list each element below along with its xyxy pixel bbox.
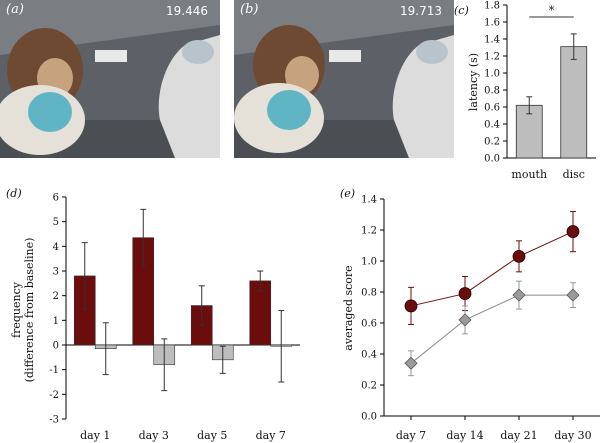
d-ytick-label: 5 xyxy=(53,217,59,228)
c-ytick-label: 0.2 xyxy=(484,137,500,148)
e-ytick-label: 0.8 xyxy=(361,288,377,299)
e-point-diamond xyxy=(566,288,580,302)
d-xtick-label: day 5 xyxy=(197,429,227,442)
d-ytick-label: 1 xyxy=(53,316,59,327)
c-xtick-label: mouth xyxy=(511,168,547,181)
c-ytick-label: 1.6 xyxy=(484,18,500,29)
e-ytick-label: 0.2 xyxy=(361,381,377,392)
photo-a-image xyxy=(0,0,220,158)
photo-panel-a: (a) 19.446 xyxy=(0,0,220,158)
chart-c: (c) latency (s) 0.0 0.2 0.4 0.6 0.8 1.0 1.2 1.4… xyxy=(454,1,596,181)
c-bar-disc xyxy=(560,46,588,159)
e-point-circle xyxy=(458,287,472,300)
ylabel-c: latency (s) xyxy=(467,53,480,111)
e-ytick-label: 0.0 xyxy=(361,412,377,423)
photo-b-image xyxy=(234,0,454,158)
e-point-circle xyxy=(404,299,418,313)
e-point-diamond xyxy=(404,356,418,370)
photo-a-timestamp: 19.446 xyxy=(166,4,208,18)
e-xtick-label: day 14 xyxy=(446,429,483,442)
e-xtick-label: day 7 xyxy=(396,429,426,442)
e-ytick-label: 1.0 xyxy=(361,257,377,268)
ylabel-d: frequency xyxy=(10,281,23,338)
panel-label-c: (c) xyxy=(454,4,469,17)
d-ytick-label: -3 xyxy=(49,415,59,426)
e-ytick-label: 1.2 xyxy=(361,226,377,237)
photo-a-label: (a) xyxy=(6,2,24,17)
e-ytick-label: 0.6 xyxy=(361,319,377,330)
c-xtick-label: disc xyxy=(563,168,585,181)
c-significance-star: * xyxy=(549,4,555,17)
panel-label-e: (e) xyxy=(340,187,355,200)
chart-e: (e) averaged score 0.0 0.2 0.4 0.6 0.8 1.0 1.2… xyxy=(340,187,600,442)
e-ytick-label: 1.4 xyxy=(361,195,377,206)
c-ytick-label: 1.8 xyxy=(484,1,500,12)
e-series-line-2 xyxy=(410,294,573,364)
e-point-diamond xyxy=(512,288,526,302)
c-ytick-label: 0.4 xyxy=(484,120,500,131)
photo-panel-b: (b) 19.713 xyxy=(234,0,454,158)
d-xtick-label: day 7 xyxy=(256,429,286,442)
ylabel2-d: (difference from baseline) xyxy=(23,238,36,383)
d-ytick-label: -1 xyxy=(49,365,59,376)
e-xtick-label: day 21 xyxy=(500,429,537,442)
d-ytick-label: -2 xyxy=(49,390,59,401)
c-ytick-label: 0.8 xyxy=(484,86,500,97)
c-ytick-label: 0.6 xyxy=(484,103,500,114)
e-ytick-label: 0.4 xyxy=(361,350,377,361)
photo-b-timestamp: 19.713 xyxy=(400,4,442,18)
c-ytick-label: 0.0 xyxy=(484,154,500,165)
e-point-diamond xyxy=(458,313,472,327)
e-xtick-label: day 30 xyxy=(554,429,591,442)
e-point-circle xyxy=(512,249,526,263)
d-xtick-label: day 3 xyxy=(139,429,169,442)
e-series-line-1 xyxy=(410,231,574,307)
panel-label-d: (d) xyxy=(6,187,22,200)
d-ytick-label: 0 xyxy=(53,341,59,352)
ylabel-e: averaged score xyxy=(342,265,355,350)
e-point-circle xyxy=(566,225,580,238)
d-ytick-label: 4 xyxy=(53,242,59,253)
c-ytick-label: 1.0 xyxy=(484,69,500,80)
d-ytick-label: 6 xyxy=(53,193,59,204)
d-ytick-label: 3 xyxy=(53,267,59,278)
d-xtick-label: day 1 xyxy=(80,429,110,442)
d-ytick-label: 2 xyxy=(53,291,59,302)
c-ytick-label: 1.2 xyxy=(484,52,500,63)
photo-b-label: (b) xyxy=(240,2,259,17)
c-ytick-label: 1.4 xyxy=(484,35,500,46)
chart-d: (d) frequency (difference from baseline)… xyxy=(6,187,300,442)
